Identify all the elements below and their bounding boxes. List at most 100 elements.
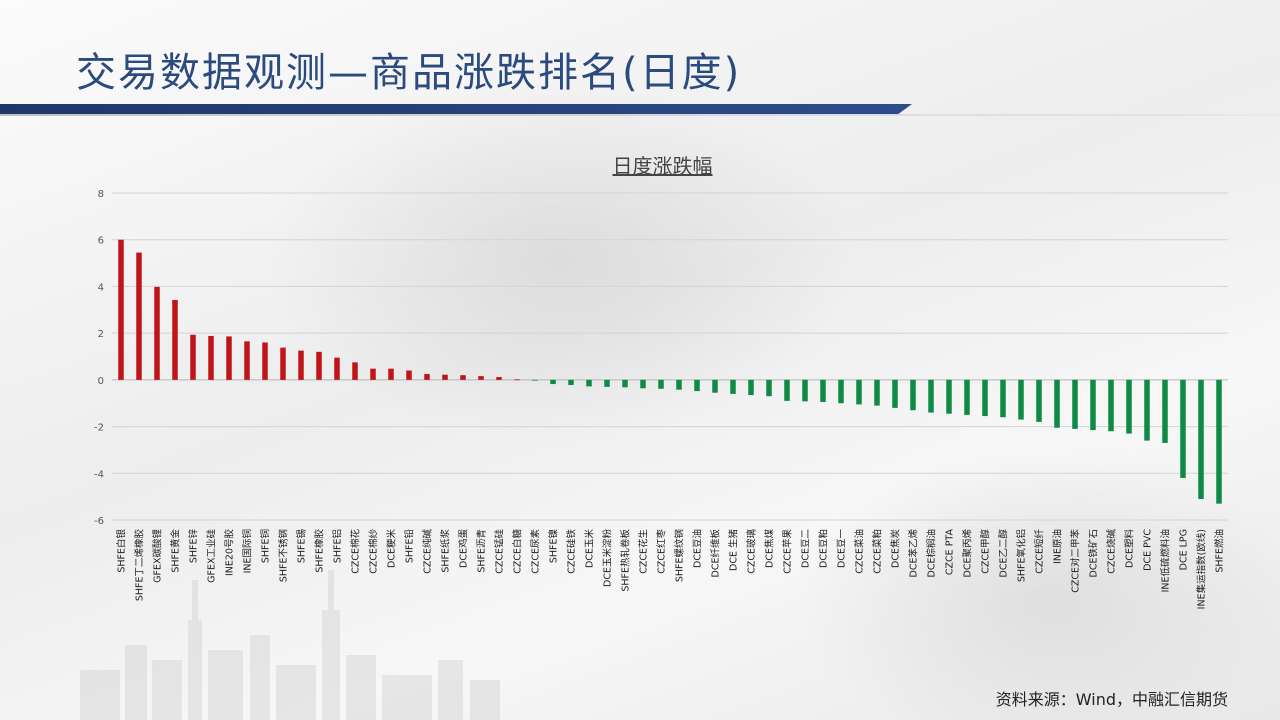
bar [460,375,466,380]
x-tick-label: CZCE花生 [638,529,650,574]
y-tick-label: 8 [98,189,104,200]
y-tick-label: -2 [94,423,104,434]
bar [136,252,142,380]
title-underline-bar [0,104,912,114]
x-tick-label: CZCE苹果 [782,529,794,574]
x-tick-label: SHFE镍 [548,529,560,564]
bar [856,379,862,405]
x-tick-label: SHFE氧化铝 [1016,529,1028,582]
bar [874,379,880,406]
x-tick-label: SHFE铜 [260,529,272,563]
bar [946,379,952,414]
bar [712,379,718,393]
x-tick-label: CZCE红枣 [656,529,668,574]
bar [316,351,322,380]
x-tick-label: SHFE热轧卷板 [620,529,632,592]
x-tick-label: DCE PVC [1143,529,1154,571]
bar [586,379,592,387]
bar [1000,379,1006,418]
bar [532,379,538,381]
x-tick-label: DCE豆油 [692,529,704,568]
bar [1090,379,1096,431]
x-tick-label: DCE塑料 [1124,529,1136,568]
x-tick-label: DCE鸡蛋 [458,529,470,568]
x-tick-label: INE原油 [1052,529,1064,564]
page-title: 交易数据观测—商品涨跌排名(日度) [76,50,742,96]
x-tick-label: INE20号胶 [224,529,236,576]
bar [892,379,898,408]
bar [154,286,160,380]
x-tick-label: SHFE沥青 [476,529,488,573]
bar [388,368,394,380]
bar [514,379,520,381]
x-tick-label: SHFE铅 [404,529,416,564]
bar [118,239,124,380]
x-tick-label: INE低硫燃料油 [1160,529,1172,592]
bar [298,350,304,380]
x-tick-label: INE国际铜 [242,529,254,573]
bar [334,357,340,380]
bar [568,379,574,385]
bar [550,379,556,385]
bar [730,379,736,394]
bar [676,379,682,390]
title-underline-shadow [0,114,1280,116]
x-tick-label: SHFE丁二烯橡胶 [134,529,146,602]
bar [1162,379,1168,443]
x-tick-label: DCE玉米 [584,529,596,568]
x-tick-label: CZCE硅铁 [566,529,578,574]
x-tick-label: CZCE对二甲苯 [1070,529,1082,593]
bar [442,374,448,380]
x-tick-label: DCE豆二 [801,529,812,568]
bar [1036,379,1042,422]
x-tick-label: SHFE白银 [116,529,128,573]
bar [208,335,214,380]
bar [406,370,412,380]
x-tick-label: DCE聚丙烯 [962,529,974,578]
bar [1126,379,1132,434]
x-tick-label: DCE焦煤 [764,529,776,568]
x-tick-label: CZCE棉纱 [368,529,380,574]
x-tick-label: CZCE菜油 [854,529,866,574]
x-tick-label: SHFE螺纹钢 [674,529,686,582]
bar [244,341,250,380]
x-tick-label: SHFE锡 [296,529,308,563]
y-tick-label: 0 [98,376,104,387]
x-tick-label: DCE玉米淀粉 [602,529,614,587]
x-tick-label: CZCE白糖 [512,529,524,574]
x-tick-label: DCE焦炭 [890,529,902,568]
bar [1144,379,1150,441]
x-tick-label: DCE豆一 [837,529,848,568]
x-tick-label: CZCE甲醇 [980,529,992,574]
bar [910,379,916,411]
x-tick-label: SHFE燃油 [1214,529,1226,573]
bar [1198,379,1204,499]
x-tick-label: CZCE烧碱 [1106,529,1118,574]
bar [1054,379,1060,428]
bar [262,342,268,380]
bar [820,379,826,403]
bar [1216,379,1222,504]
bar [622,379,628,388]
x-tick-label: DCE乙二醇 [998,529,1010,578]
x-tick-label: SHFE不锈钢 [278,529,290,582]
bar [658,379,664,389]
x-tick-label: DCE LPG [1179,529,1190,570]
bar [748,379,754,396]
x-tick-label: CZCE锰硅 [494,529,506,574]
y-tick-label: 4 [98,282,104,293]
x-tick-label: DCE 生猪 [728,529,740,571]
bar [1180,379,1186,478]
x-tick-label: INE集运指数(欧线) [1196,529,1208,609]
bar [172,299,178,380]
bar [784,379,790,401]
x-tick-label: SHFE锌 [188,529,200,564]
bar [190,334,196,380]
bar [928,379,934,413]
bar [352,362,358,380]
bar [1108,379,1114,432]
bar [964,379,970,415]
bar [496,377,502,380]
x-tick-label: GFEX碳酸锂 [152,529,164,583]
x-tick-label: CZCE棉花 [350,529,362,574]
